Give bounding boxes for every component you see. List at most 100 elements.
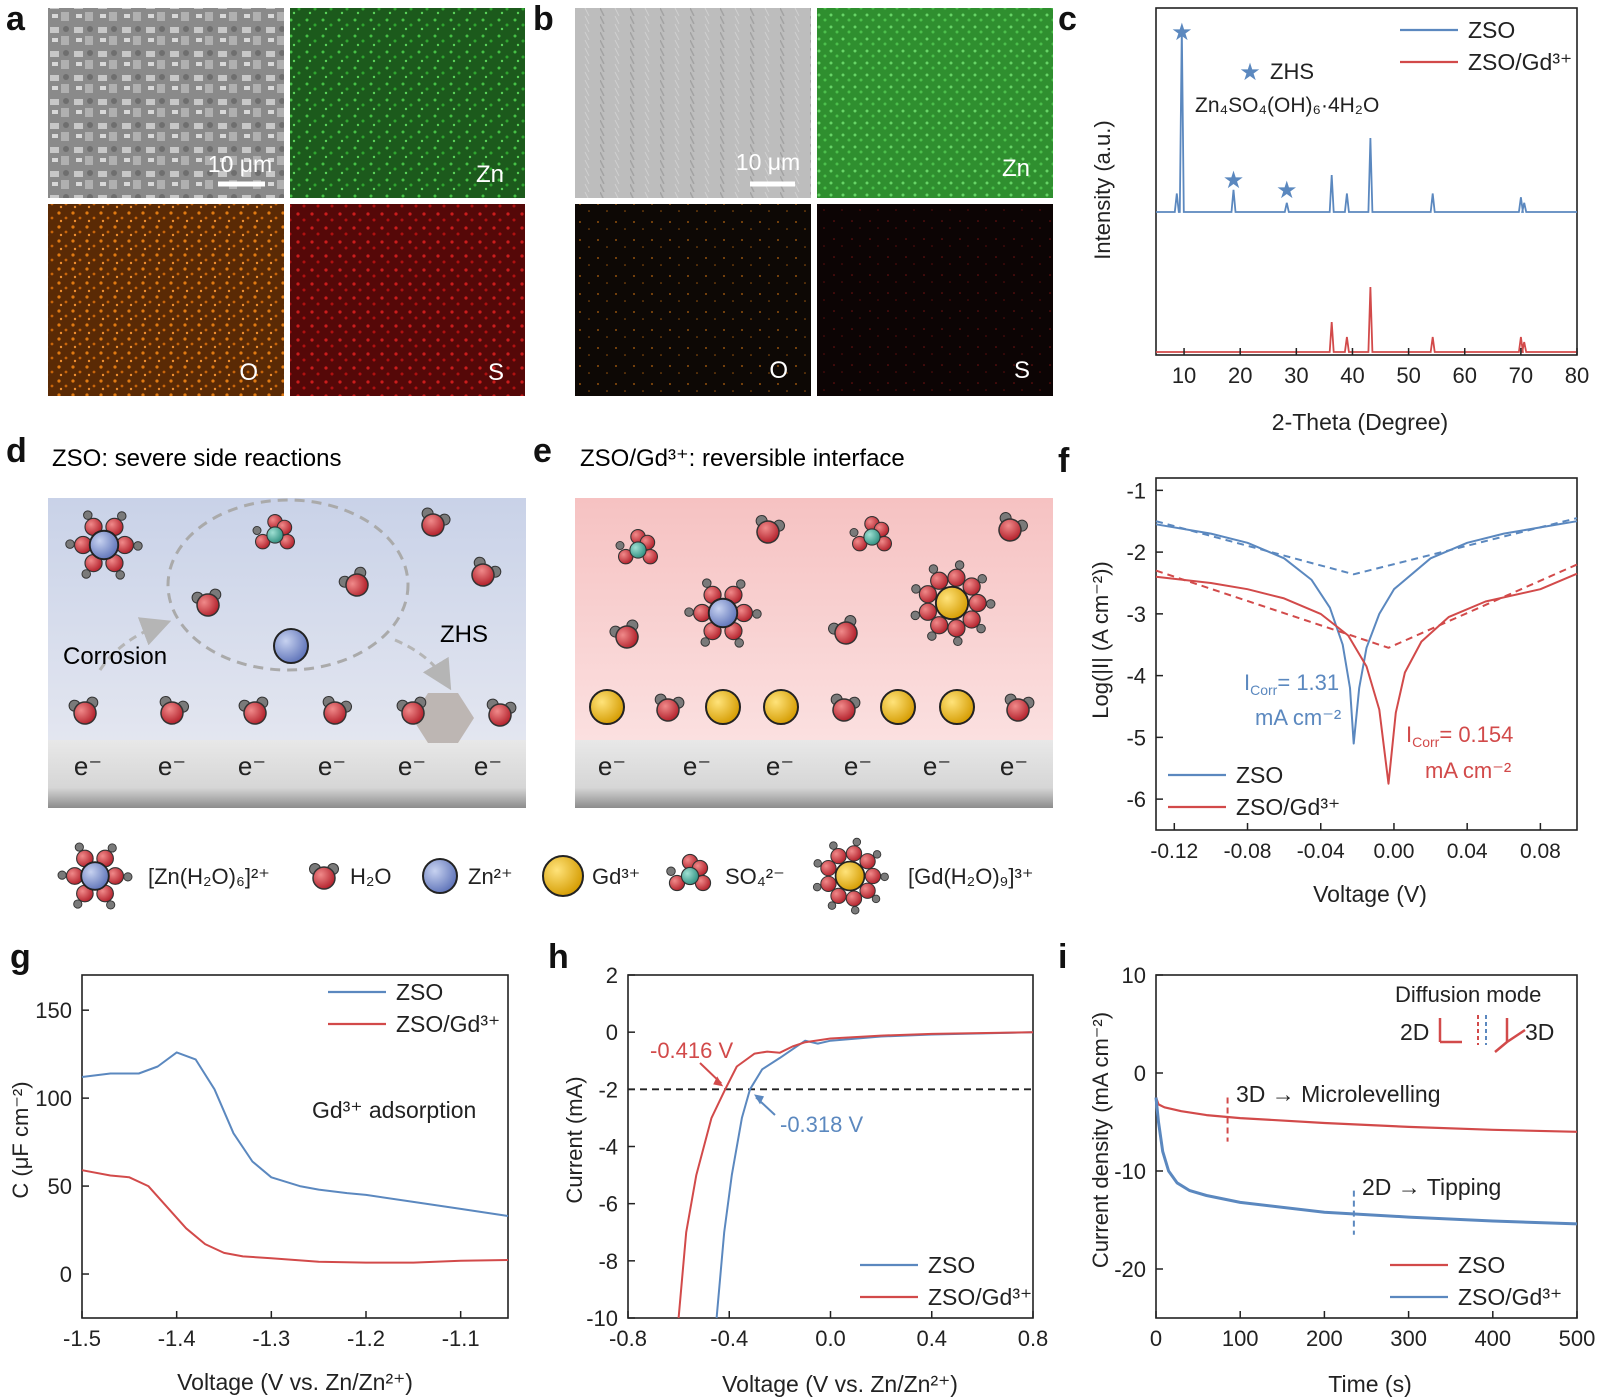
oxygen-atom — [1006, 698, 1030, 722]
zhs-arrow — [394, 638, 452, 691]
electron-label: e⁻ — [598, 751, 626, 781]
oxygen-atom — [830, 887, 847, 905]
panel-letter-c: c — [1058, 0, 1077, 38]
hydrogen-atom — [977, 574, 987, 584]
hydrogen-atom — [252, 525, 262, 535]
sem-image-a — [48, 8, 284, 198]
chart-f-tafel: -0.12 -0.08 -0.04 0.00 0.04 0.08 -1 -2 -3 -4 -5 -6 V… — [1088, 477, 1578, 907]
y-axis-label: Current density (mA cm⁻²) — [1088, 1012, 1113, 1268]
gd-hydrate-icon — [910, 560, 996, 647]
legend-label: ZSO/Gd³⁺ — [1468, 49, 1572, 75]
x-tick-label: -0.4 — [710, 1326, 748, 1351]
electrolyte-region-e — [575, 498, 1053, 740]
transition-label-3d: 3D → Microlevelling — [1236, 1081, 1441, 1107]
x-tick-label: 400 — [1474, 1326, 1511, 1351]
y-tick-label: 0 — [60, 1262, 72, 1287]
gd-ion-icon — [763, 689, 799, 725]
hydrogen-atom — [615, 540, 625, 550]
hydrogen-atom — [954, 560, 965, 570]
x-tick-label: -1.5 — [63, 1326, 101, 1351]
electron-row-e: e⁻ e⁻ e⁻ e⁻ e⁻ e⁻ — [598, 751, 1028, 781]
x-tick-label: 60 — [1452, 363, 1476, 388]
oxygen-atom — [832, 698, 856, 722]
hydrogen-atom — [927, 631, 937, 641]
water-icon — [159, 695, 190, 725]
oxygen-atom — [73, 701, 97, 725]
adsorption-annotation: Gd³⁺ adsorption — [312, 1097, 476, 1123]
water-icon — [471, 556, 502, 587]
x-tick-label: -0.08 — [1224, 840, 1272, 863]
sem-image-b — [575, 8, 811, 198]
y-tick-label: -6 — [598, 1192, 618, 1217]
oxygen-atom — [160, 701, 184, 725]
x-axis-label: Voltage (V vs. Zn/Zn²⁺) — [177, 1369, 413, 1395]
electron-label: e⁻ — [238, 751, 266, 781]
y-tick-label: -3 — [1126, 602, 1146, 627]
y-tick-label: -10 — [1114, 1159, 1146, 1184]
schematic-d-title: ZSO: severe side reactions — [52, 445, 341, 472]
gd-ion-icon — [934, 585, 970, 621]
chart-g-capacitance: -1.5 -1.4 -1.3 -1.2 -1.1 0 50 100 150 Voltage (V … — [8, 974, 509, 1395]
electron-label: e⁻ — [923, 751, 951, 781]
oxygen-atom — [421, 513, 445, 537]
hydrogen-atom — [812, 882, 822, 892]
x-axis-label: 2-Theta (Degree) — [1272, 409, 1448, 435]
hydrogen-atom — [106, 900, 116, 910]
hydrogen-atom — [57, 870, 67, 880]
capacitance-curve — [81, 1051, 509, 1217]
eds-zn-map-a — [290, 8, 525, 198]
zn-ion-icon — [707, 597, 739, 629]
x-tick-label: -0.12 — [1150, 840, 1198, 863]
chart-h-lsv: -0.8 -0.4 0.0 0.4 0.8 2 0 -2 -4 -6 -8 -10 Voltage (V… — [562, 963, 1048, 1397]
hydrogen-atom — [871, 894, 881, 904]
oxygen-atom — [345, 573, 369, 597]
panel-letter-b: b — [533, 0, 554, 38]
legend-label: Gd³⁺ — [592, 864, 640, 889]
x-tick-label: 40 — [1340, 363, 1364, 388]
panel-letter-e: e — [533, 432, 552, 470]
y-tick-label: -1 — [1126, 478, 1146, 503]
hydrogen-atom — [829, 841, 838, 850]
zhs-star-marker: ★ — [1276, 177, 1298, 204]
eds-o-map-a — [48, 204, 284, 396]
diffusion-mode-title: Diffusion mode — [1395, 982, 1541, 1007]
y-tick-label: 10 — [1122, 963, 1146, 988]
element-label-o-a: O — [239, 359, 258, 386]
water-icon — [654, 693, 685, 722]
x-axis-label: Time (s) — [1328, 1371, 1411, 1397]
zhs-crystal-icon — [412, 693, 474, 743]
zn-hydrate-icon — [684, 578, 762, 648]
micrograph-grid-a: 10 μm Zn O S — [48, 8, 525, 396]
hydrogen-atom — [827, 901, 837, 910]
water-icon — [421, 507, 451, 537]
xrd-pattern-line — [1156, 286, 1577, 353]
electron-row-d: e⁻ e⁻ e⁻ e⁻ e⁻ e⁻ — [74, 751, 502, 781]
gd-ion-icon — [939, 689, 975, 725]
electron-label: e⁻ — [318, 751, 346, 781]
sulfate-icon — [666, 853, 712, 892]
electron-label: e⁻ — [74, 751, 102, 781]
panel-letter-f: f — [1058, 442, 1070, 480]
x-tick-label: 30 — [1284, 363, 1308, 388]
gd-ion-icon — [705, 689, 741, 725]
zn-ion-icon — [273, 628, 309, 664]
x-tick-label: -1.2 — [347, 1326, 385, 1351]
zhs-legend-name: ZHS — [1270, 59, 1314, 84]
legend-label: ZSO/Gd³⁺ — [396, 1011, 500, 1037]
current-transient-curve — [1154, 1097, 1578, 1226]
y-tick-label: -6 — [1126, 787, 1146, 812]
x-tick-label: 200 — [1306, 1326, 1343, 1351]
oxygen-atom — [947, 619, 966, 638]
gd-ion-icon — [589, 689, 625, 725]
diffusion-3d-arrows-icon — [1494, 1018, 1526, 1053]
x-tick-label: 20 — [1228, 363, 1252, 388]
legend-label: ZSO — [928, 1252, 975, 1278]
y-axis-label: C (μF cm⁻²) — [8, 1081, 33, 1198]
oxygen-atom — [488, 703, 512, 727]
x-tick-label: 0.4 — [916, 1326, 947, 1351]
electron-label: e⁻ — [1000, 751, 1028, 781]
schematic-d: ZSO: severe side reactions Corrosion ZHS… — [48, 445, 526, 808]
y-tick-label: 150 — [35, 998, 72, 1023]
